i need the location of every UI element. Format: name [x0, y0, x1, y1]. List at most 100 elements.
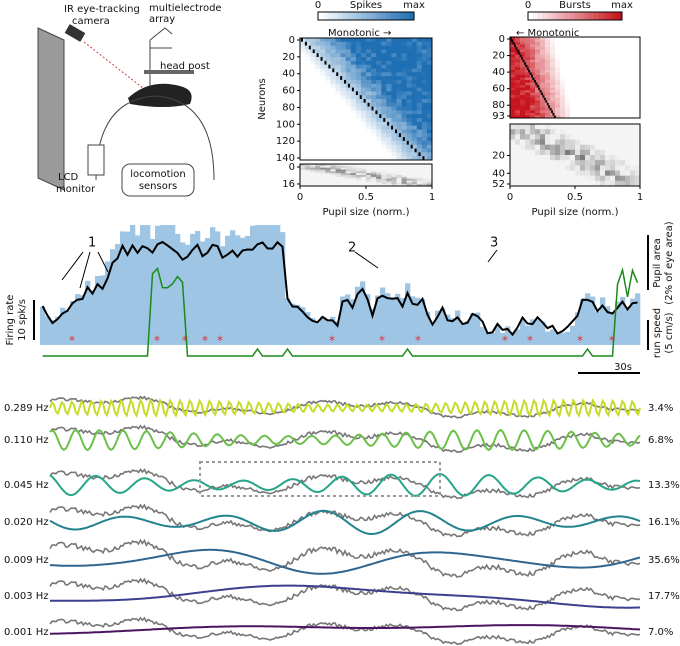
heatmap-cell: [330, 156, 337, 161]
heatmap-cell: [540, 49, 546, 53]
heatmap-cell: [381, 180, 387, 183]
heatmap-cell: [510, 82, 516, 86]
heatmap-cell: [530, 110, 536, 114]
firing-rate-bar: [560, 333, 566, 345]
heatmap-cell: [545, 54, 551, 58]
heatmap-cell: [535, 49, 541, 53]
heatmap-cell: [315, 64, 321, 69]
heatmap-cell: [305, 144, 311, 150]
heatmap-cell: [406, 57, 413, 62]
heatmap-cell: [565, 87, 571, 91]
heatmap-cell: [620, 139, 626, 146]
heatmap-cell: [545, 105, 551, 109]
heatmap-cell: [426, 164, 433, 167]
x-tick-label: 0: [297, 192, 303, 203]
heatmap-cell: [411, 137, 418, 142]
heatmap-cell: [560, 85, 566, 89]
lcd-monitor: [37, 27, 65, 191]
heatmap-cell: [605, 64, 611, 68]
heatmap-cell: [315, 79, 321, 85]
heatmap-cell: [355, 76, 362, 81]
heatmap-cell: [585, 69, 591, 73]
colorbar-cell: [346, 12, 353, 20]
heatmap-cell: [300, 173, 306, 176]
heatmap-cell: [406, 165, 413, 169]
heatmap-cell: [635, 124, 641, 130]
heatmap-cell: [605, 180, 611, 187]
heatmap-cell: [510, 170, 516, 177]
heatmap-cell: [376, 148, 382, 153]
heatmap-cell: [545, 95, 551, 99]
heatmap-cell: [391, 156, 397, 161]
heatmap-cell: [381, 175, 387, 178]
heatmap-cell: [615, 62, 621, 66]
heatmap-cell: [525, 180, 531, 187]
heatmap-cell: [550, 124, 556, 130]
heatmap-cell: [590, 124, 596, 130]
heatmap-cell: [315, 184, 321, 187]
heatmap-cell: [350, 83, 357, 89]
heatmap-cell: [426, 140, 433, 146]
heatmap-cell: [560, 115, 566, 119]
heatmap-cell: [416, 184, 423, 187]
heatmap-cell: [335, 125, 342, 130]
heatmap-cell: [376, 137, 382, 142]
heatmap-cell: [605, 124, 611, 130]
heatmap-cell: [315, 137, 321, 142]
heatmap-cell: [595, 102, 601, 106]
heatmap-cell: [615, 52, 621, 56]
heatmap-cell: [565, 110, 571, 114]
heatmap-cell: [610, 59, 616, 63]
heatmap-cell: [595, 90, 601, 94]
heatmap-cell: [310, 83, 316, 89]
heatmap-cell: [560, 102, 566, 106]
heatmap-cell: [416, 175, 423, 178]
heatmap-cell: [315, 95, 321, 100]
heatmap-cell: [330, 79, 337, 85]
heatmap-cell: [510, 57, 516, 61]
heatmap-cell: [386, 83, 392, 89]
heatmap-cell: [305, 38, 311, 43]
heatmap-cell: [391, 152, 397, 157]
heatmap-cell: [540, 57, 546, 61]
heatmap-cell: [345, 152, 352, 157]
heatmap-cell: [530, 112, 536, 116]
heatmap-cell: [320, 169, 326, 172]
heatmap-cell: [330, 173, 337, 176]
heatmap-cell: [300, 167, 306, 170]
heatmap-cell: [411, 184, 418, 187]
heatmap-cell: [315, 41, 321, 47]
heatmap-cell: [381, 95, 387, 100]
heatmap-cell: [615, 107, 621, 111]
heatmap-cell: [600, 149, 606, 156]
heatmap-cell: [411, 140, 418, 146]
heatmap-cell: [530, 69, 536, 73]
component-trace: [49, 397, 641, 419]
heatmap-cell: [590, 115, 596, 119]
heatmap-cell: [406, 106, 413, 111]
heatmap-cell: [381, 176, 387, 180]
heatmap-cell: [620, 155, 626, 161]
heatmap-cell: [625, 82, 631, 86]
firing-rate-bar: [390, 297, 396, 345]
heatmap-cell: [411, 87, 418, 92]
heatmap-cell: [325, 68, 331, 73]
heatmap-cell: [401, 156, 408, 161]
heatmap-cell: [555, 67, 561, 71]
heatmap-cell: [345, 156, 352, 161]
heatmap-cell: [600, 170, 606, 177]
heatmap-cell: [421, 57, 428, 62]
colorbar-cell: [560, 12, 567, 20]
firing-rate-bar: [540, 321, 546, 345]
heatmap-cell: [605, 129, 611, 135]
heatmap-cell: [310, 95, 316, 100]
heatmap-cell: [396, 176, 403, 180]
heatmap-cell: [560, 110, 566, 114]
heatmap-cell: [355, 118, 362, 123]
heatmap-cell: [560, 100, 566, 104]
heatmap-cell: [625, 74, 631, 78]
heatmap-cell: [625, 97, 631, 101]
colorbar-cell: [570, 12, 576, 20]
heatmap-cell: [595, 115, 601, 119]
heatmap-cell: [325, 60, 331, 66]
